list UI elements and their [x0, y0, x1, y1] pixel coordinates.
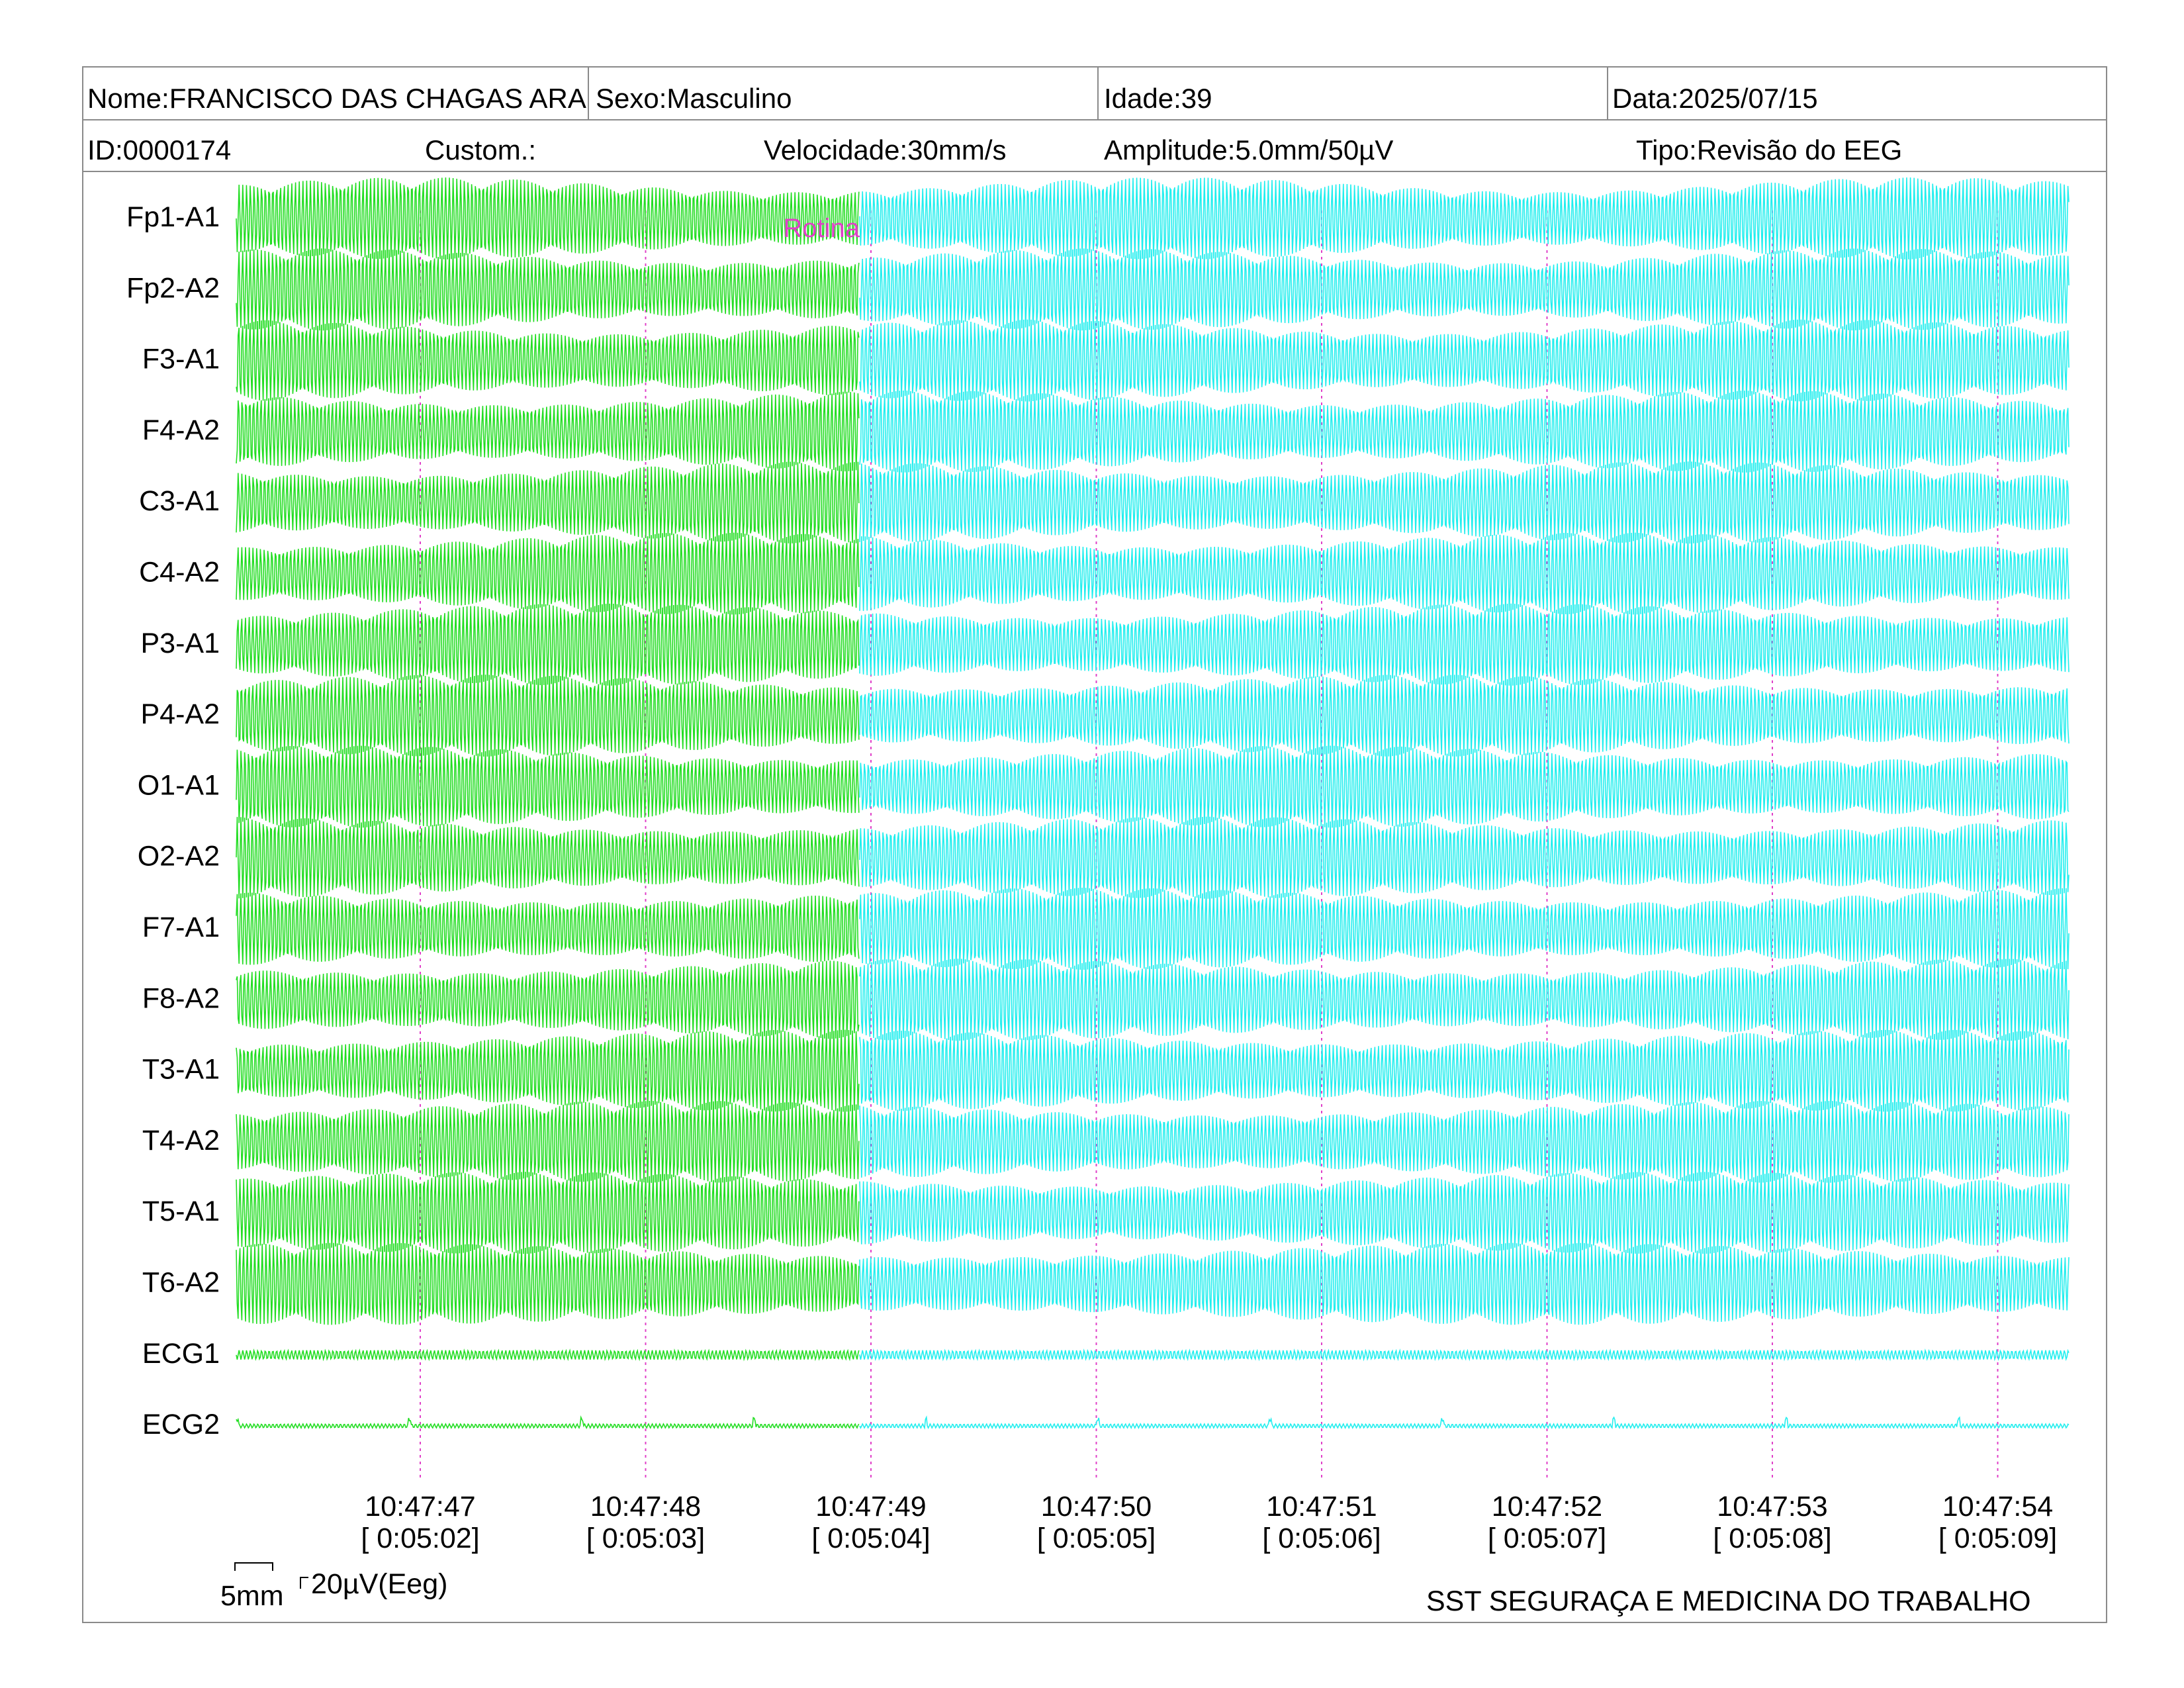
trace-c3-a1-segment-2 — [859, 461, 2070, 544]
patient-sex: Sexo:Masculino — [596, 83, 792, 114]
channel-labels: Fp1-A1 Fp2-A2 F3-A1 F4-A2 C3-A1 C4-A2 P3-A1 P4-… — [126, 201, 220, 1440]
tick-label-clock: 10:47:53 — [1717, 1491, 1827, 1523]
trace-fp1-a1-segment-1 — [236, 177, 860, 259]
exam-date: Data:2025/07/15 — [1612, 83, 1818, 114]
trace-o2-a2-segment-2 — [859, 816, 2070, 899]
header-row-patient — [82, 66, 2107, 120]
tick-label-clock: 10:47:51 — [1266, 1491, 1377, 1523]
channel-label-t5-a1: T5-A1 — [142, 1196, 220, 1227]
trace-c4-a2-segment-2 — [859, 532, 2070, 615]
trace-ecg1-segment-2 — [859, 1348, 2070, 1362]
trace-f4-a2-segment-1 — [236, 391, 860, 472]
channel-label-c4-a2: C4-A2 — [139, 557, 220, 588]
tick-label-elapsed: [ 0:05:08] — [1713, 1523, 1831, 1554]
trace-t3-a1-segment-2 — [859, 1029, 2070, 1112]
tick-label-clock: 10:47:47 — [365, 1491, 475, 1523]
trace-t4-a2-segment-2 — [859, 1101, 2070, 1183]
trace-t5-a1-segment-1 — [236, 1172, 860, 1254]
exam-type: Tipo:Revisão do EEG — [1636, 134, 1903, 165]
trace-o1-a1-segment-2 — [859, 745, 2070, 828]
trace-p4-a2-segment-2 — [859, 675, 2070, 757]
channel-label-ecg1: ECG1 — [142, 1338, 220, 1370]
trace-t6-a2-segment-1 — [236, 1243, 860, 1325]
channel-label-f7-a1: F7-A1 — [142, 912, 220, 943]
channel-label-f4-a2: F4-A2 — [142, 414, 220, 446]
trace-ecg2-segment-1 — [236, 1415, 860, 1429]
recording-amplitude: Amplitude:5.0mm/50µV — [1104, 134, 1394, 165]
trace-t4-a2-segment-1 — [236, 1100, 860, 1183]
recording-speed: Velocidade:30mm/s — [764, 134, 1007, 165]
trace-t3-a1-segment-1 — [236, 1029, 860, 1112]
trace-ecg1-segment-1 — [236, 1348, 860, 1362]
tick-label-elapsed: [ 0:05:06] — [1262, 1523, 1381, 1554]
custom-field: Custom.: — [425, 134, 537, 165]
trace-f8-a2-segment-1 — [236, 961, 860, 1039]
trace-t5-a1-segment-2 — [859, 1172, 2070, 1254]
patient-age: Idade:39 — [1104, 83, 1212, 114]
scale-bar-icon — [234, 1562, 308, 1589]
trace-fp2-a2-segment-2 — [859, 248, 2070, 331]
annotation-label: Rotina — [783, 214, 860, 243]
trace-f7-a1-segment-2 — [859, 887, 2070, 970]
tick-label-elapsed: [ 0:05:03] — [586, 1523, 705, 1554]
header-divider — [1607, 66, 1608, 120]
channel-label-c3-a1: C3-A1 — [139, 485, 220, 517]
trace-c4-a2-segment-1 — [236, 532, 860, 615]
channel-label-o2-a2: O2-A2 — [138, 841, 220, 872]
trace-f7-a1-segment-1 — [236, 892, 860, 965]
trace-c3-a1-segment-1 — [236, 461, 860, 543]
channel-label-t3-a1: T3-A1 — [142, 1054, 220, 1086]
tick-label-elapsed: [ 0:05:04] — [811, 1523, 930, 1554]
patient-name: Nome:FRANCISCO DAS CHAGAS ARA — [87, 83, 586, 114]
report-frame — [82, 66, 2107, 1623]
channel-label-fp2-a2: Fp2-A2 — [126, 272, 220, 304]
tick-label-clock: 10:47:49 — [815, 1491, 926, 1523]
header-divider — [588, 66, 589, 120]
header-row-recording — [82, 120, 2107, 172]
trace-p3-a1-segment-1 — [236, 603, 860, 686]
trace-o2-a2-segment-1 — [236, 817, 860, 899]
trace-p3-a1-segment-2 — [859, 603, 2070, 686]
channel-label-f8-a2: F8-A2 — [142, 982, 220, 1014]
trace-t6-a2-segment-2 — [859, 1243, 2070, 1325]
channel-label-ecg2: ECG2 — [142, 1409, 220, 1440]
trace-f3-a1-segment-2 — [859, 319, 2070, 402]
tick-label-elapsed: [ 0:05:02] — [361, 1523, 479, 1554]
channel-label-o1-a1: O1-A1 — [138, 769, 220, 801]
channel-label-f3-a1: F3-A1 — [142, 344, 220, 375]
tick-label-clock: 10:47:48 — [590, 1491, 701, 1523]
trace-o1-a1-segment-1 — [236, 745, 860, 828]
channel-label-fp1-a1: Fp1-A1 — [126, 201, 220, 233]
scale-amplitude-label: 20µV(Eeg) — [311, 1568, 448, 1600]
tick-label-clock: 10:47:52 — [1492, 1491, 1602, 1523]
eeg-traces — [236, 177, 2070, 1430]
tick-label-elapsed: [ 0:05:07] — [1488, 1523, 1606, 1554]
time-axis: 10:47:47[ 0:05:02] 10:47:48[ 0:05:03] 10:4… — [361, 1491, 2057, 1554]
trace-fp1-a1-segment-2 — [859, 177, 2070, 259]
channel-label-p4-a2: P4-A2 — [140, 698, 220, 730]
tick-label-elapsed: [ 0:05:05] — [1037, 1523, 1156, 1554]
channel-label-t4-a2: T4-A2 — [142, 1125, 220, 1156]
trace-ecg2-segment-2 — [859, 1415, 2070, 1430]
trace-p4-a2-segment-1 — [236, 675, 860, 757]
tick-label-clock: 10:47:54 — [1942, 1491, 2053, 1523]
header-divider — [1097, 66, 1099, 120]
trace-fp2-a2-segment-1 — [236, 248, 860, 331]
patient-id: ID:0000174 — [87, 134, 232, 165]
trace-f8-a2-segment-2 — [859, 959, 2070, 1041]
channel-label-p3-a1: P3-A1 — [140, 628, 220, 659]
trace-f3-a1-segment-1 — [236, 320, 860, 401]
scale-time-label: 5mm — [220, 1580, 284, 1612]
channel-label-t6-a2: T6-A2 — [142, 1267, 220, 1299]
company-name: SST SEGURAÇA E MEDICINA DO TRABALHO — [1426, 1585, 2031, 1617]
trace-f4-a2-segment-2 — [859, 390, 2070, 473]
tick-label-elapsed: [ 0:05:09] — [1938, 1523, 2057, 1554]
tick-label-clock: 10:47:50 — [1041, 1491, 1152, 1523]
